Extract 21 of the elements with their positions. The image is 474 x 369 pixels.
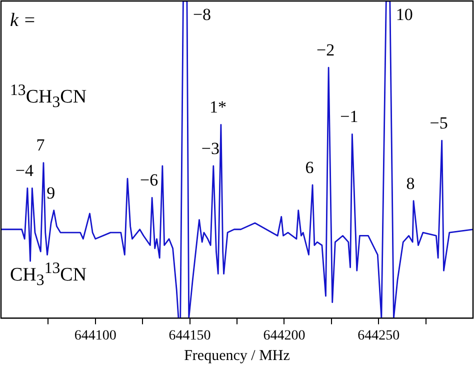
x-tick-label: 644200: [263, 328, 306, 344]
annotation: 8: [406, 174, 415, 193]
annotation: 10: [396, 4, 413, 24]
annotation: 9: [46, 183, 56, 202]
annotation: 7: [36, 136, 46, 155]
annotation: 1*: [209, 98, 226, 117]
annotation: −2: [316, 40, 335, 60]
annotation: k =: [10, 10, 36, 31]
annotation: −8: [192, 4, 212, 24]
x-tick-label: 644100: [74, 328, 116, 344]
annotation: −3: [201, 138, 220, 158]
annotation: CH$_{3}$$^{13}$CN: [10, 260, 87, 290]
x-axis-title: Frequency / MHz: [184, 348, 290, 364]
annotation: −1: [340, 107, 358, 126]
annotation: −4: [15, 161, 34, 180]
x-tick-label: 644150: [168, 328, 211, 344]
x-tick-label: 644250: [358, 328, 400, 344]
annotation: −6: [140, 170, 158, 190]
annotation: 6: [305, 158, 314, 177]
annotation: $^{13}$CH$_{3}$CN: [10, 82, 87, 112]
annotation: −5: [430, 114, 448, 133]
